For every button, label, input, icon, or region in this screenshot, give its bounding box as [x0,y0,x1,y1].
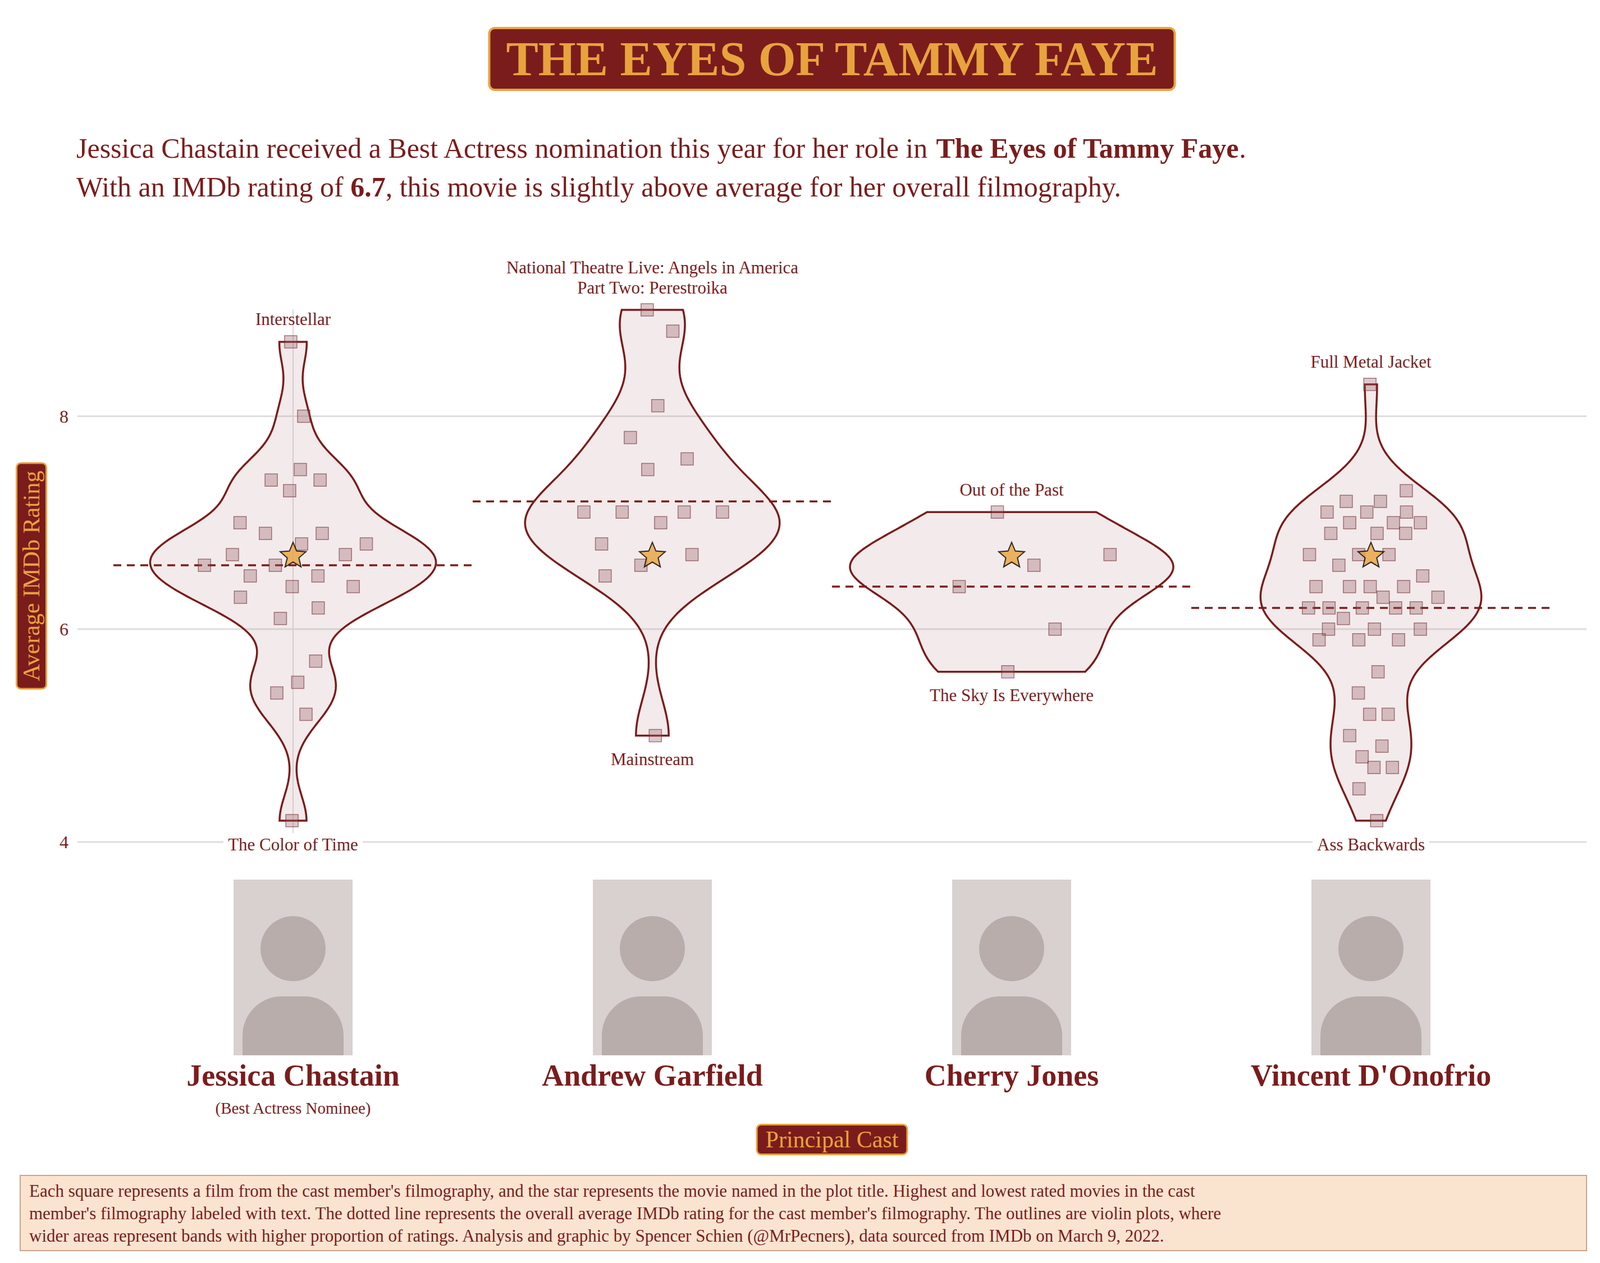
svg-text:Full Metal Jacket: Full Metal Jacket [1310,352,1432,372]
svg-text:Mainstream: Mainstream [610,749,694,770]
svg-text:(Best Actress Nominee): (Best Actress Nominee) [215,1099,371,1118]
svg-text:The Eyes of Tammy Faye: The Eyes of Tammy Faye [935,132,1239,164]
svg-text:Andrew Garfield: Andrew Garfield [541,1058,763,1093]
svg-text:Cherry Jones: Cherry Jones [924,1058,1099,1093]
svg-text:Ass Backwards: Ass Backwards [1317,834,1425,855]
svg-text:Jessica Chastain received a Be: Jessica Chastain received a Best Actress… [76,132,935,164]
svg-text:THE EYES OF TAMMY FAYE: THE EYES OF TAMMY FAYE [505,32,1158,86]
svg-text:Out of the Past: Out of the Past [959,480,1064,500]
svg-text:Principal Cast: Principal Cast [765,1126,899,1153]
svg-text:.: . [1239,132,1247,164]
svg-text:Vincent D'Onofrio: Vincent D'Onofrio [1250,1058,1492,1093]
svg-text:member's filmography labeled w: member's filmography labeled with text. … [29,1203,1222,1224]
svg-text:Jessica Chastain: Jessica Chastain [186,1058,400,1093]
svg-text:wider areas represent bands wi: wider areas represent bands with higher … [29,1226,1164,1246]
svg-text:The Color of Time: The Color of Time [227,834,359,855]
svg-text:With an IMDb rating of: With an IMDb rating of [76,171,351,203]
svg-text:Each square represents a film: Each square represents a film from the c… [29,1181,1196,1201]
svg-text:6.7: 6.7 [350,171,386,203]
svg-text:National Theatre Live: Angels: National Theatre Live: Angels in America [506,257,799,278]
svg-text:Average IMDb Rating: Average IMDb Rating [18,471,45,682]
svg-text:4: 4 [59,832,69,853]
svg-text:Part Two: Perestroika: Part Two: Perestroika [577,277,728,298]
svg-text:6: 6 [59,619,69,640]
svg-text:The Sky Is Everywhere: The Sky Is Everywhere [929,685,1094,706]
svg-text:8: 8 [59,406,69,427]
svg-text:Interstellar: Interstellar [255,309,332,329]
svg-text:, this movie is slightly above: , this movie is slightly above average f… [385,171,1122,203]
